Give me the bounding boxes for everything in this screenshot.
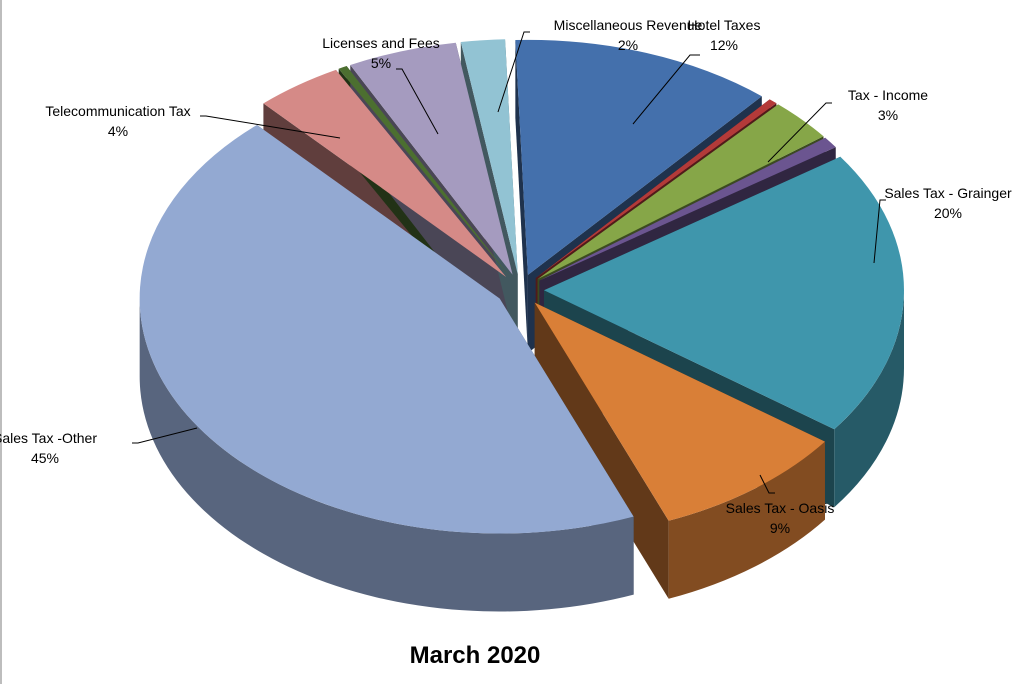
- slice-label: Licenses and Fees: [322, 35, 440, 51]
- slice-label: Miscellaneous Revenue: [554, 17, 703, 33]
- pie-slice-rim: [668, 441, 825, 599]
- slice-label: Sales Tax - Oasis: [726, 500, 835, 516]
- slice-label: Tax - Income: [848, 87, 928, 103]
- leader-line: [497, 31, 530, 113]
- leader-line: [873, 199, 886, 264]
- pie-slice: [539, 137, 836, 281]
- slice-percent-label: 3%: [878, 107, 898, 123]
- pie-slice: [350, 42, 513, 275]
- slice-label: Hotel Taxes: [688, 17, 761, 33]
- pie-slice: [535, 99, 777, 278]
- pie-slice: [537, 104, 824, 280]
- slice-label: Sales Tax - Grainger: [884, 185, 1012, 201]
- slice-label: Sales Tax -Other: [0, 430, 97, 446]
- leader-line: [759, 474, 775, 494]
- pie-slice: [460, 39, 518, 275]
- slice-percent-label: 2%: [618, 37, 638, 53]
- slice-percent-label: 20%: [934, 205, 962, 221]
- chart-border: [0, 0, 2, 684]
- pie-slice: [139, 124, 634, 534]
- slice-percent-label: 5%: [371, 55, 391, 71]
- leader-line: [767, 102, 832, 163]
- chart-title: March 2020: [409, 642, 541, 669]
- slice-percent-label: 12%: [710, 37, 738, 53]
- pie-slice: [534, 302, 825, 521]
- slice-percent-label: 4%: [108, 123, 128, 139]
- leader-line: [632, 54, 700, 125]
- slice-label: Telecommunication Tax: [45, 103, 190, 119]
- pie-slice: [338, 66, 509, 276]
- leader-line: [132, 427, 198, 444]
- pie-slice-wall: [515, 40, 528, 353]
- leader-line: [396, 68, 439, 135]
- slice-percent-label: 9%: [770, 520, 790, 536]
- pie-slice-wall: [534, 302, 669, 599]
- slice-percent-label: 45%: [31, 450, 59, 466]
- pie-slice: [263, 69, 507, 277]
- pie-slice-rim: [139, 298, 634, 612]
- pie-slice: [515, 39, 762, 275]
- leader-line: [200, 115, 341, 139]
- pie-slice: [543, 156, 904, 430]
- pie-slice-rim: [834, 290, 904, 508]
